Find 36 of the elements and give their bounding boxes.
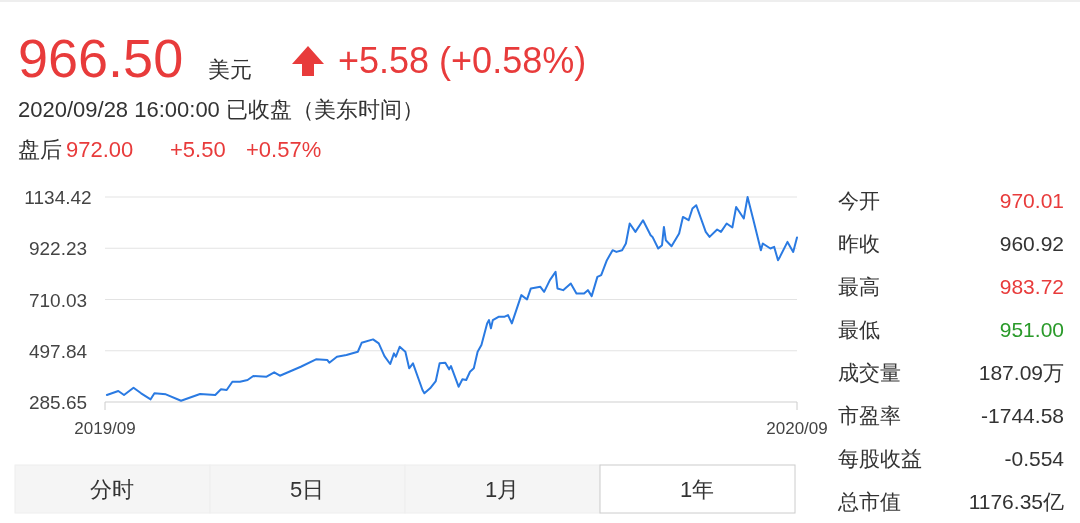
text: 966.50 [18, 28, 184, 88]
y-tick-label: 1134.42 [24, 187, 92, 208]
text: 市盈率 [838, 404, 901, 427]
text: 951.00 [999, 318, 1064, 341]
text: 美元 [208, 57, 252, 82]
text: -1744.58 [981, 404, 1064, 427]
text: 最高 [838, 275, 880, 298]
y-tick-label: 285.65 [28, 392, 88, 413]
text: 盘后 [18, 137, 62, 162]
text: 分时 [90, 477, 134, 502]
text: 每股收益 [838, 447, 922, 470]
y-tick-label: 710.03 [28, 289, 88, 311]
line-series [105, 196, 798, 402]
text: 总市值 [837, 490, 901, 513]
text: 1年 [679, 477, 715, 502]
text: 1176.35亿 [968, 490, 1064, 513]
y-tick-label: 922.23 [28, 238, 88, 260]
text: 960.92 [999, 232, 1064, 255]
y-tick-label: 497.84 [28, 340, 88, 362]
text: 983.72 [999, 275, 1064, 298]
text: 187.09万 [978, 361, 1064, 384]
text: 今开 [838, 189, 880, 212]
text: +5.50 [170, 137, 226, 162]
text: 最低 [838, 318, 880, 341]
x-tick-label: 2019/09 [74, 419, 136, 438]
x-tick-label: 2020/09 [766, 419, 828, 438]
text: 5日 [289, 477, 325, 502]
text: 972.00 [66, 137, 134, 162]
text: 2020/09/28 16:00:00 已收盘（美东时间） [18, 97, 424, 122]
text: 1月 [484, 477, 520, 502]
text: 970.01 [999, 189, 1064, 212]
text: 昨收 [838, 232, 880, 255]
text: -0.554 [1004, 447, 1065, 470]
text: +0.57% [246, 137, 322, 162]
text: 成交量 [838, 361, 901, 384]
text: +5.58 (+0.58%) [338, 40, 587, 81]
